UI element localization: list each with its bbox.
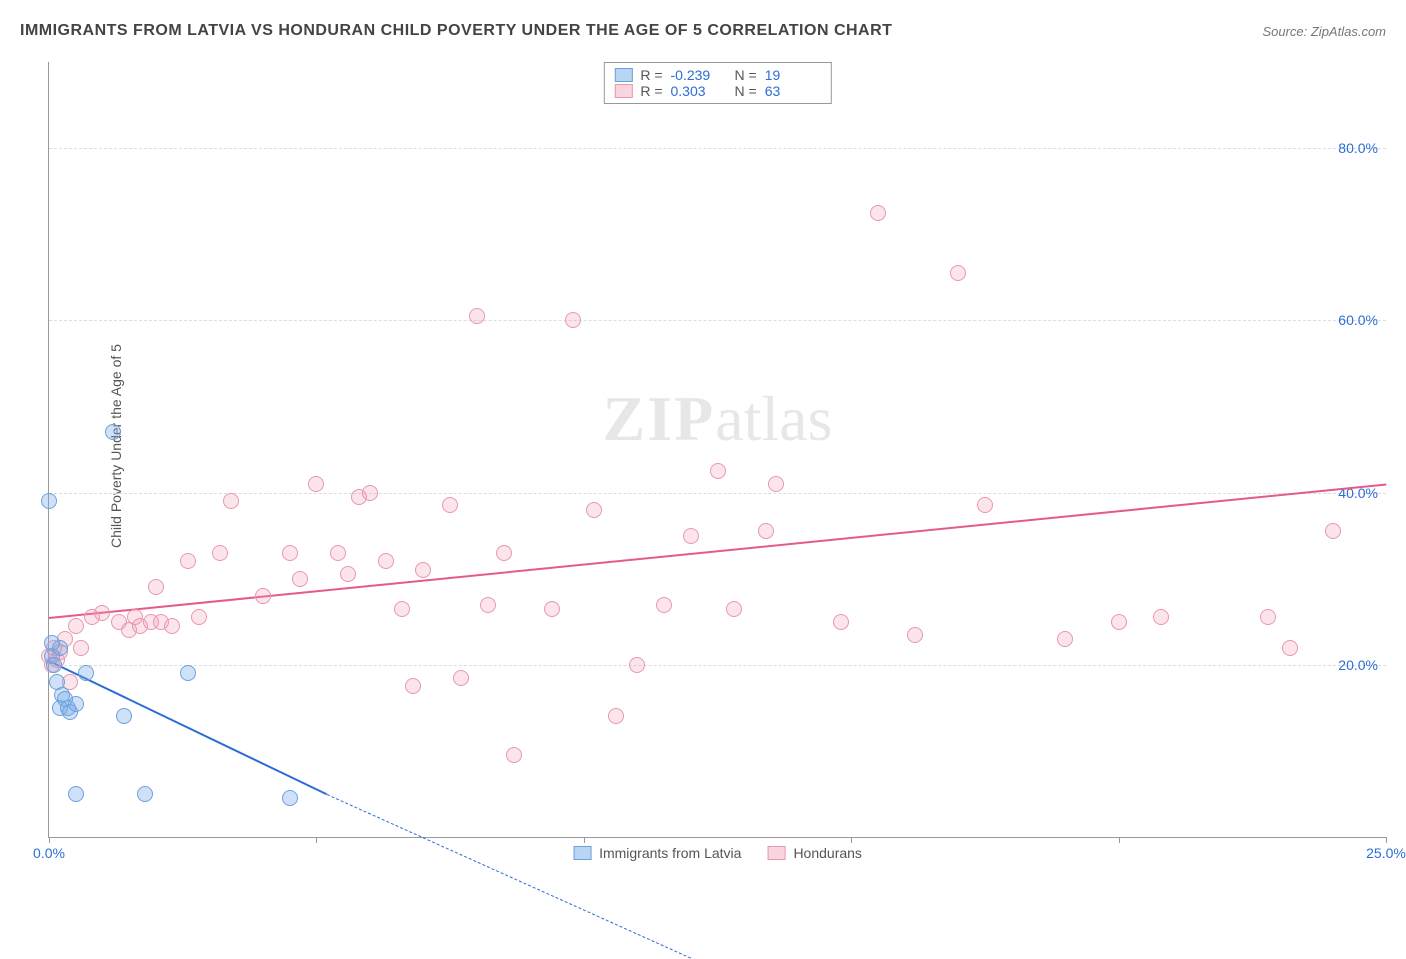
x-tick-mark — [851, 837, 852, 843]
data-point-hondurans — [726, 601, 742, 617]
data-point-hondurans — [656, 597, 672, 613]
swatch-blue — [614, 68, 632, 82]
data-point-latvia — [116, 708, 132, 724]
data-point-hondurans — [442, 497, 458, 513]
data-point-hondurans — [758, 523, 774, 539]
data-point-hondurans — [223, 493, 239, 509]
data-point-hondurans — [710, 463, 726, 479]
source-attribution: Source: ZipAtlas.com — [1262, 24, 1386, 39]
legend-row-latvia: R = -0.239 N = 19 — [614, 67, 820, 83]
data-point-hondurans — [833, 614, 849, 630]
data-point-latvia — [78, 665, 94, 681]
data-point-hondurans — [405, 678, 421, 694]
data-point-hondurans — [1153, 609, 1169, 625]
data-point-hondurans — [180, 553, 196, 569]
data-point-hondurans — [330, 545, 346, 561]
data-point-hondurans — [308, 476, 324, 492]
data-point-hondurans — [415, 562, 431, 578]
series-legend: Immigrants from Latvia Hondurans — [573, 845, 862, 861]
swatch-pink — [767, 846, 785, 860]
watermark: ZIPatlas — [603, 382, 833, 456]
data-point-hondurans — [768, 476, 784, 492]
data-point-hondurans — [68, 618, 84, 634]
gridline-h — [49, 493, 1386, 494]
swatch-pink — [614, 84, 632, 98]
data-point-hondurans — [282, 545, 298, 561]
gridline-h — [49, 320, 1386, 321]
data-point-hondurans — [1057, 631, 1073, 647]
data-point-hondurans — [73, 640, 89, 656]
data-point-hondurans — [1111, 614, 1127, 630]
x-tick-mark — [1119, 837, 1120, 843]
plot-area: ZIPatlas R = -0.239 N = 19 R = 0.303 N =… — [48, 62, 1386, 838]
data-point-hondurans — [255, 588, 271, 604]
x-tick-mark — [49, 837, 50, 843]
data-point-hondurans — [94, 605, 110, 621]
data-point-hondurans — [544, 601, 560, 617]
data-point-latvia — [44, 635, 60, 651]
x-tick-mark — [1386, 837, 1387, 843]
data-point-hondurans — [496, 545, 512, 561]
y-tick-label: 80.0% — [1338, 140, 1378, 156]
data-point-hondurans — [506, 747, 522, 763]
data-point-latvia — [105, 424, 121, 440]
data-point-hondurans — [565, 312, 581, 328]
data-point-hondurans — [148, 579, 164, 595]
data-point-latvia — [282, 790, 298, 806]
data-point-hondurans — [683, 528, 699, 544]
trend-line — [327, 794, 691, 959]
x-tick-label: 0.0% — [33, 845, 65, 861]
data-point-hondurans — [870, 205, 886, 221]
legend-row-hondurans: R = 0.303 N = 63 — [614, 83, 820, 99]
trend-line — [49, 484, 1386, 619]
correlation-legend: R = -0.239 N = 19 R = 0.303 N = 63 — [603, 62, 831, 104]
gridline-h — [49, 665, 1386, 666]
data-point-hondurans — [480, 597, 496, 613]
data-point-hondurans — [907, 627, 923, 643]
data-point-hondurans — [453, 670, 469, 686]
data-point-hondurans — [586, 502, 602, 518]
data-point-hondurans — [629, 657, 645, 673]
data-point-latvia — [68, 696, 84, 712]
data-point-hondurans — [292, 571, 308, 587]
data-point-latvia — [180, 665, 196, 681]
data-point-hondurans — [1260, 609, 1276, 625]
data-point-hondurans — [950, 265, 966, 281]
y-tick-label: 20.0% — [1338, 657, 1378, 673]
swatch-blue — [573, 846, 591, 860]
x-tick-mark — [316, 837, 317, 843]
data-point-hondurans — [191, 609, 207, 625]
x-tick-mark — [584, 837, 585, 843]
data-point-hondurans — [608, 708, 624, 724]
data-point-latvia — [41, 493, 57, 509]
y-tick-label: 60.0% — [1338, 312, 1378, 328]
data-point-latvia — [46, 657, 62, 673]
data-point-hondurans — [378, 553, 394, 569]
data-point-hondurans — [977, 497, 993, 513]
data-point-hondurans — [394, 601, 410, 617]
data-point-hondurans — [362, 485, 378, 501]
chart-title: IMMIGRANTS FROM LATVIA VS HONDURAN CHILD… — [20, 22, 892, 40]
gridline-h — [49, 148, 1386, 149]
data-point-hondurans — [469, 308, 485, 324]
data-point-hondurans — [340, 566, 356, 582]
legend-item-hondurans: Hondurans — [767, 845, 862, 861]
data-point-hondurans — [212, 545, 228, 561]
data-point-hondurans — [164, 618, 180, 634]
legend-item-latvia: Immigrants from Latvia — [573, 845, 741, 861]
data-point-latvia — [137, 786, 153, 802]
x-tick-label: 25.0% — [1366, 845, 1406, 861]
data-point-latvia — [68, 786, 84, 802]
data-point-hondurans — [1325, 523, 1341, 539]
data-point-hondurans — [1282, 640, 1298, 656]
